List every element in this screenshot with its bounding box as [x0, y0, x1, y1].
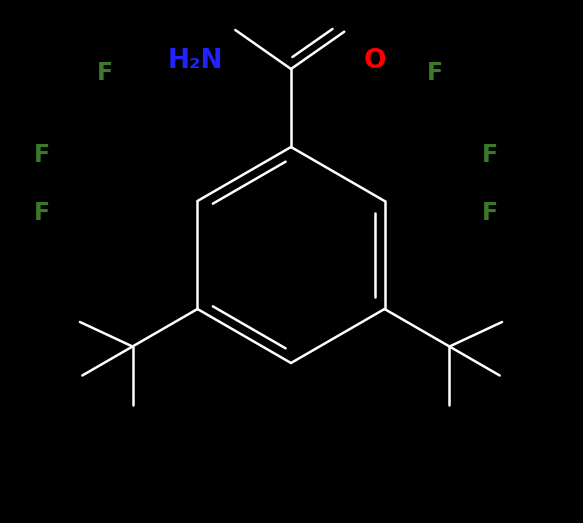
Text: F: F [482, 201, 498, 225]
Text: O: O [364, 48, 387, 74]
Text: F: F [427, 61, 443, 85]
Text: F: F [34, 201, 50, 225]
Text: F: F [97, 61, 113, 85]
Text: F: F [34, 143, 50, 167]
Text: F: F [482, 143, 498, 167]
Text: H₂N: H₂N [167, 48, 223, 74]
